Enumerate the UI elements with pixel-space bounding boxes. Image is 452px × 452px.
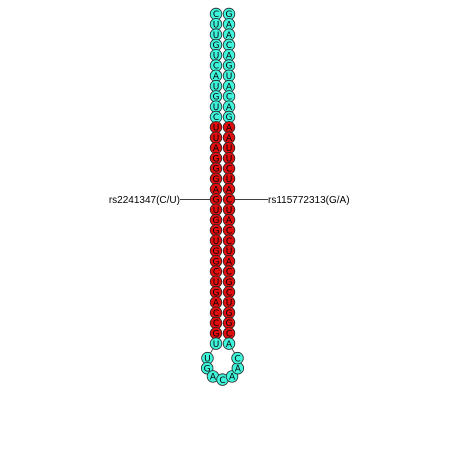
nucleotide-left-20-letter: U (213, 206, 220, 216)
nucleotide-right-19: C (222, 193, 236, 206)
nucleotide-left-20: U (209, 203, 223, 216)
loop-nucleotide-7-circle (231, 351, 244, 365)
nucleotide-right-29-letter: U (226, 299, 233, 309)
nucleotide-left-12-letter: U (213, 124, 220, 134)
nucleotide-left-7-letter: A (213, 72, 220, 82)
nucleotide-left-18-letter: A (213, 185, 220, 195)
nucleotide-right-31-letter: G (226, 319, 233, 329)
nucleotide-right-3: A (222, 28, 236, 41)
nucleotide-left-14-letter: A (213, 144, 220, 154)
nucleotide-right-9-letter: C (226, 93, 232, 103)
loop-nucleotide-5-letter: A (229, 373, 236, 383)
nucleotide-left-2-letter: U (213, 21, 220, 31)
nucleotide-right-22-letter: C (226, 227, 232, 237)
nucleotide-left-5: U (209, 49, 223, 62)
nucleotide-left-17-letter: G (213, 175, 220, 185)
nucleotide-left-22-letter: G (213, 227, 220, 237)
nucleotide-left-24-letter: G (213, 247, 220, 257)
nucleotide-right-13-letter: A (226, 134, 233, 144)
nucleotide-right-24: U (222, 244, 236, 257)
loop-nucleotide-4-letter: C (219, 376, 225, 386)
nucleotide-right-23-letter: C (226, 237, 232, 247)
nucleotide-right-28-letter: C (226, 288, 232, 298)
loop-nucleotide-7: C (231, 351, 244, 365)
nucleotide-right-17-letter: U (226, 175, 233, 185)
nucleotide-left-32-letter: G (213, 330, 220, 340)
nucleotide-right-12: A (222, 121, 236, 134)
nucleotide-right-21-letter: A (226, 216, 233, 226)
nucleotide-left-11-letter: C (213, 113, 219, 123)
nucleotide-right-20-letter: U (226, 206, 233, 216)
nucleotide-right-26: C (222, 265, 236, 278)
nucleotide-right-3-letter: A (226, 31, 233, 41)
nucleotide-left-8-letter: U (213, 82, 220, 92)
nucleotide-left-31-letter: C (213, 319, 219, 329)
loop-nucleotide-2-letter: G (204, 364, 211, 374)
nucleotide-right-33-letter: A (226, 340, 233, 350)
nucleotide-right-16-letter: C (226, 165, 232, 175)
nucleotide-left-23-letter: U (213, 237, 220, 247)
nucleotide-right-26-letter: C (226, 268, 232, 278)
nucleotide-right-1-letter: G (226, 10, 233, 20)
nucleotide-right-15-letter: U (226, 154, 233, 164)
nucleotide-right-30-letter: G (226, 309, 233, 319)
nucleotide-right-27-letter: G (226, 278, 233, 288)
nucleotide-left-15-letter: G (213, 154, 220, 164)
nucleotide-right-2-letter: A (226, 21, 233, 31)
nucleotide-left-9-letter: G (213, 93, 220, 103)
nucleotide-right-5-letter: A (226, 51, 233, 61)
nucleotide-right-30: G (222, 306, 236, 319)
nucleotide-left-19-letter: G (213, 196, 220, 206)
nucleotide-right-10-letter: A (226, 103, 233, 113)
nucleotide-left-33-circle (209, 337, 223, 350)
loop-nucleotide-6-letter: A (235, 364, 242, 374)
nucleotide-left-16-letter: G (213, 165, 220, 175)
nucleotide-left-33: U (209, 337, 223, 350)
nucleotide-left-21-letter: G (213, 216, 220, 226)
loop-nucleotide-1-letter: U (204, 354, 211, 364)
nucleotide-left-33-letter: U (213, 340, 220, 350)
nucleotide-left-10-letter: U (213, 103, 220, 113)
nucleotide-left-29-letter: A (213, 299, 220, 309)
nucleotide-right-24-letter: U (226, 247, 233, 257)
loop-nucleotide-3-letter: A (210, 373, 217, 383)
nucleotide-group: C GU AU AG CU AC GA UU AG CU AC GU AU AA UG UG CG UA AG CU U… (200, 7, 245, 386)
nucleotide-right-7-letter: U (226, 72, 233, 82)
nucleotide-right-12-letter: A (226, 124, 233, 134)
nucleotide-left-30-letter: C (213, 309, 219, 319)
nucleotide-left-3-letter: U (213, 31, 220, 41)
nucleotide-left-27-letter: U (213, 278, 220, 288)
nucleotide-right-11-letter: G (226, 113, 233, 123)
nucleotide-left-6-letter: C (213, 62, 219, 72)
nucleotide-right-18-letter: A (226, 185, 233, 195)
nucleotide-left-7: A (209, 69, 223, 83)
nucleotide-left-5-letter: U (213, 51, 220, 61)
nucleotide-right-25-letter: A (226, 257, 233, 267)
nucleotide-right-6-letter: G (226, 62, 233, 72)
nucleotide-right-32-letter: C (226, 330, 232, 340)
nucleotide-left-22: G (209, 224, 223, 237)
nucleotide-left-28-letter: G (213, 288, 220, 298)
nucleotide-right-8-letter: A (226, 82, 233, 92)
nucleotide-left-4-letter: G (213, 41, 220, 51)
nucleotide-right-14-letter: U (226, 144, 233, 154)
nucleotide-right-19-letter: C (226, 196, 232, 206)
snp-label-left: rs2241347(C/U) (109, 195, 180, 206)
nucleotide-right-33-circle (222, 337, 236, 350)
nucleotide-right-14: U (222, 141, 236, 154)
nucleotide-left-26-letter: C (213, 268, 219, 278)
nucleotide-right-4-letter: C (226, 41, 232, 51)
nucleotide-left-13-letter: U (213, 134, 220, 144)
nucleotide-left-8: U (209, 79, 223, 92)
nucleotide-left-25-letter: G (213, 257, 220, 267)
nucleotide-right-4: C (222, 38, 236, 52)
loop-nucleotide-7-letter: C (234, 354, 240, 364)
nucleotide-left-25: G (209, 255, 223, 268)
nucleotide-left-1-letter: C (213, 10, 219, 20)
nucleotide-right-33: A (222, 337, 236, 350)
snp-label-right: rs115772313(G/A) (268, 195, 350, 206)
